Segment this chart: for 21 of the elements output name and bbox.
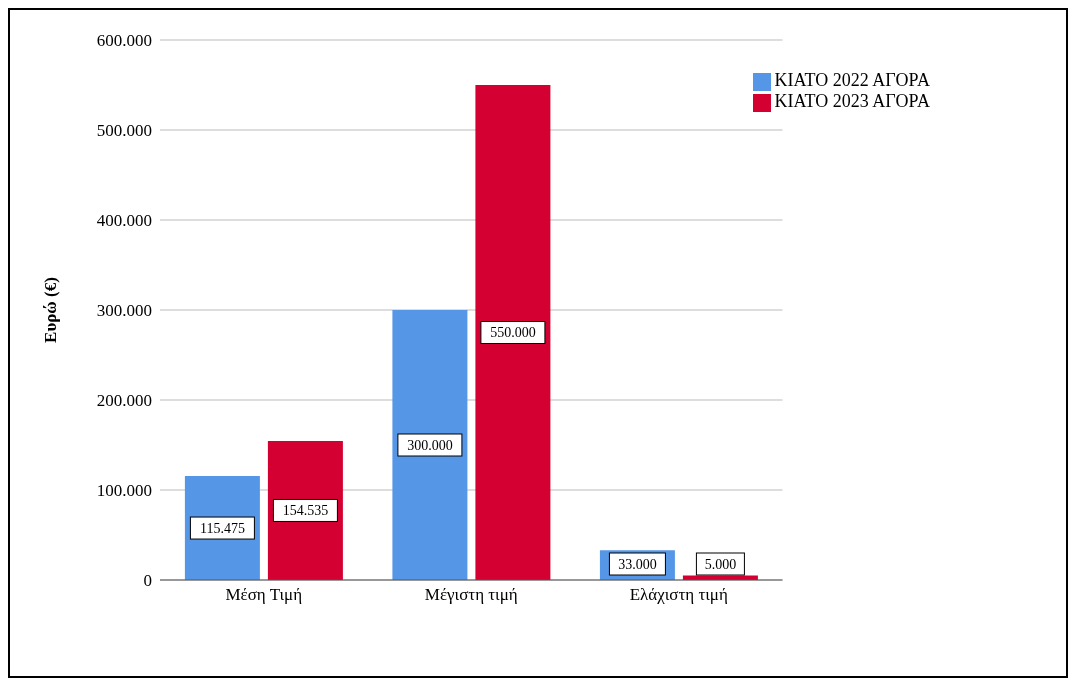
y-tick-label: 400.000 bbox=[96, 211, 152, 231]
y-tick-label: 200.000 bbox=[96, 391, 152, 411]
x-tick-label: Ελάχιστη τιμή bbox=[629, 585, 728, 605]
data-label: 154.535 bbox=[282, 502, 329, 518]
y-tick-label: 300.000 bbox=[96, 301, 152, 321]
legend-label: ΚΙΑΤΟ 2022 ΑΓΟΡΑ bbox=[774, 70, 930, 90]
data-label: 300.000 bbox=[407, 437, 453, 453]
y-tick-label: 0 bbox=[143, 571, 152, 591]
x-tick-label: Μέγιστη τιμή bbox=[424, 585, 518, 605]
data-label: 5.000 bbox=[704, 556, 737, 572]
data-label: 33.000 bbox=[618, 556, 657, 572]
bar bbox=[475, 85, 551, 580]
y-tick-label: 600.000 bbox=[96, 31, 152, 51]
x-tick-label: Μέση Τιμή bbox=[225, 585, 303, 605]
y-axis-title: Ευρώ (€) bbox=[41, 277, 61, 343]
data-label: 115.475 bbox=[199, 520, 245, 536]
y-tick-label: 100.000 bbox=[96, 481, 152, 501]
data-label: 550.000 bbox=[490, 325, 536, 340]
y-tick-label: 500.000 bbox=[96, 121, 152, 141]
legend-label: ΚΙΑΤΟ 2023 ΑΓΟΡΑ bbox=[774, 91, 930, 111]
bar bbox=[392, 310, 468, 580]
